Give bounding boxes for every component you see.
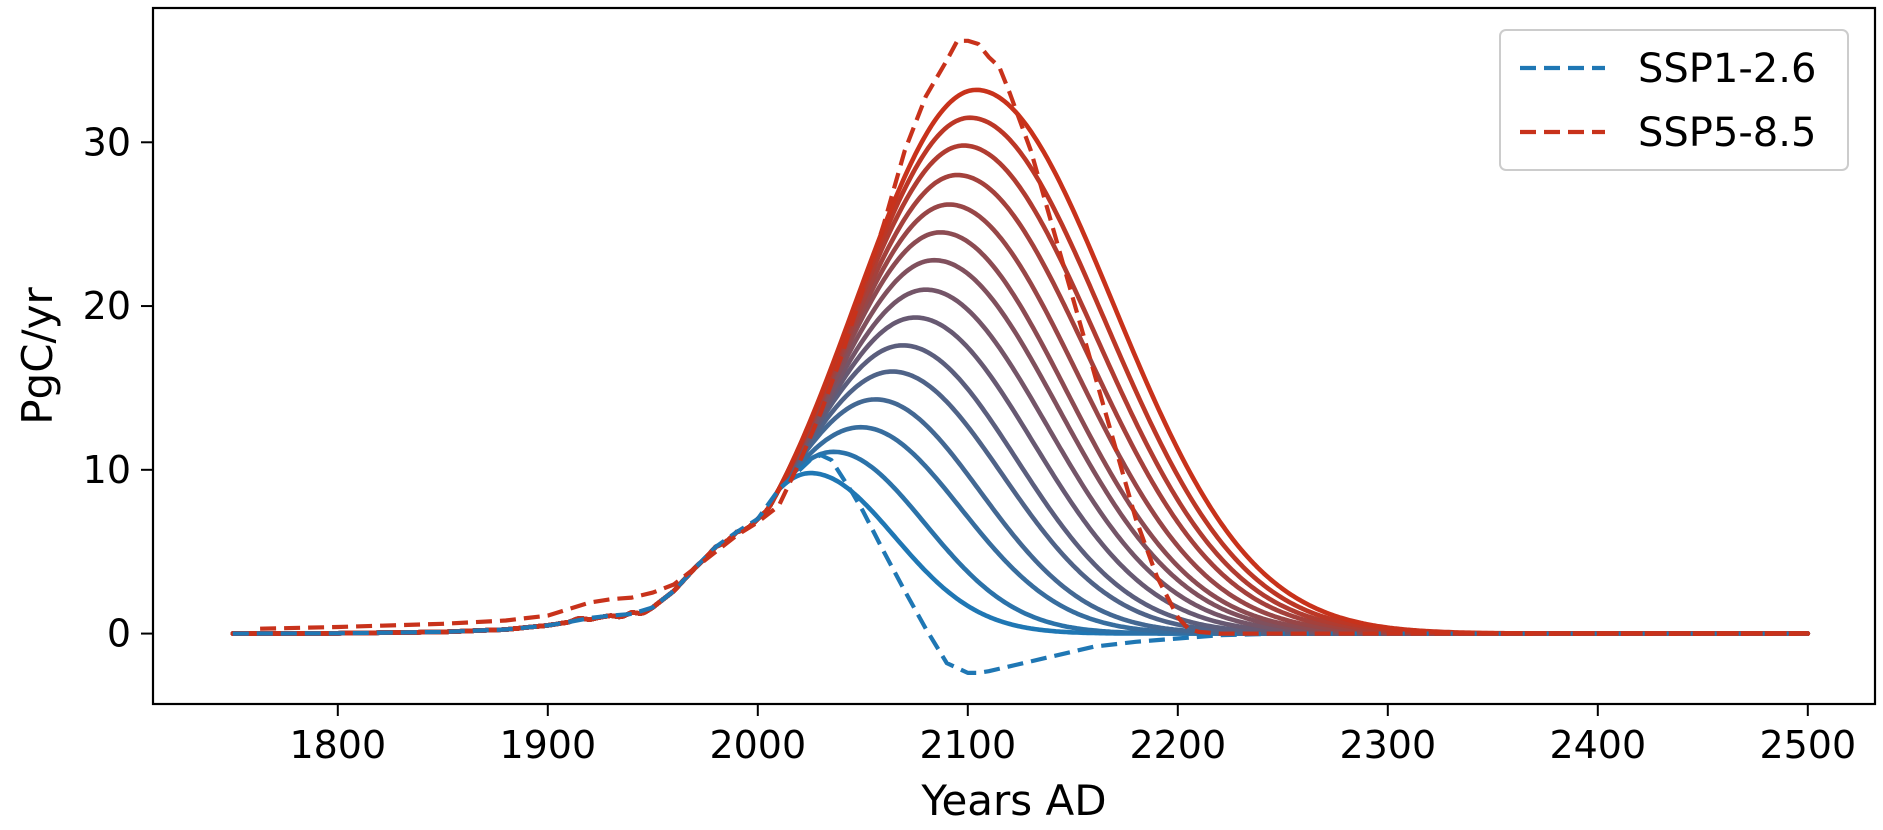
y-axis: 0 10 20 30 xyxy=(83,120,153,656)
x-axis-label: Years AD xyxy=(920,776,1106,825)
legend: SSP1-2.6 SSP5-8.5 xyxy=(1499,29,1849,171)
x-tick-label: 2500 xyxy=(1759,723,1856,767)
plot-lines xyxy=(230,38,1811,675)
y-tick-label: 10 xyxy=(83,448,131,492)
x-tick-label: 2100 xyxy=(919,723,1016,767)
x-tick-label: 1900 xyxy=(499,723,596,767)
y-axis-label: PgC/yr xyxy=(13,286,62,424)
x-axis: 1800 1900 2000 2100 2200 2300 2400 2500 xyxy=(289,704,1856,767)
series-line-ssp5-8-5 xyxy=(260,38,1808,636)
legend-label: SSP5-8.5 xyxy=(1638,110,1816,156)
x-tick-label: 1800 xyxy=(289,723,386,767)
x-tick-label: 2400 xyxy=(1549,723,1646,767)
x-tick-label: 2000 xyxy=(709,723,806,767)
x-tick-label: 2200 xyxy=(1129,723,1226,767)
y-tick-label: 30 xyxy=(83,120,131,164)
x-tick-label: 2300 xyxy=(1339,723,1436,767)
y-tick-label: 20 xyxy=(83,284,131,328)
legend-box xyxy=(1499,29,1849,171)
legend-label: SSP1-2.6 xyxy=(1638,46,1816,92)
y-tick-label: 0 xyxy=(107,612,131,656)
series-line-ssp1-2-6 xyxy=(232,453,1808,675)
plot-frame xyxy=(151,6,1877,706)
